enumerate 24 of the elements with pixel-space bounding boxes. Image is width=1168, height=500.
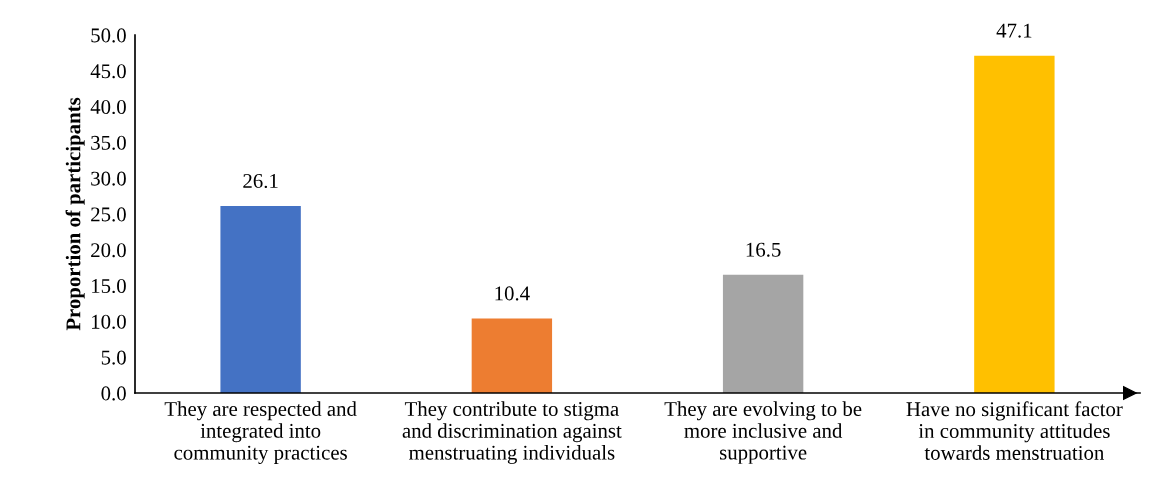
x-tick-label: They are respected and integrated into community practices	[164, 401, 357, 464]
data-label: 47.1	[996, 23, 1032, 38]
y-tick-label: 0.0	[101, 386, 126, 401]
bar	[471, 318, 553, 393]
data-label: 10.4	[495, 286, 530, 301]
bar	[974, 55, 1055, 393]
y-tick-label: 15.0	[92, 278, 126, 294]
y-tick-label: 45.0	[90, 64, 126, 79]
bar	[722, 274, 804, 393]
y-tick-label: 50.0	[91, 28, 126, 43]
data-label: 26.1	[243, 174, 278, 189]
x-tick-label: Have no significant factor in community attitudes towards menstruation	[906, 401, 1123, 460]
y-tick-label: 5.0	[101, 350, 126, 365]
x-tick-label: They contribute to stigma and discrimination against menstruating individuals	[402, 401, 622, 464]
y-tick-label: 40.0	[90, 99, 126, 115]
bar	[220, 206, 301, 393]
y-tick-label: 30.0	[91, 171, 126, 186]
data-label: 16.5	[746, 242, 781, 257]
y-tick-label: 25.0	[91, 207, 126, 222]
y-axis-title: Proportion of participants	[65, 97, 85, 331]
y-tick-label: 20.0	[91, 243, 126, 258]
x-tick-label: They are evolving to be more inclusive and supportive	[664, 401, 862, 464]
y-tick-label: 10.0	[92, 314, 126, 329]
y-tick-label: 35.0	[91, 135, 126, 150]
